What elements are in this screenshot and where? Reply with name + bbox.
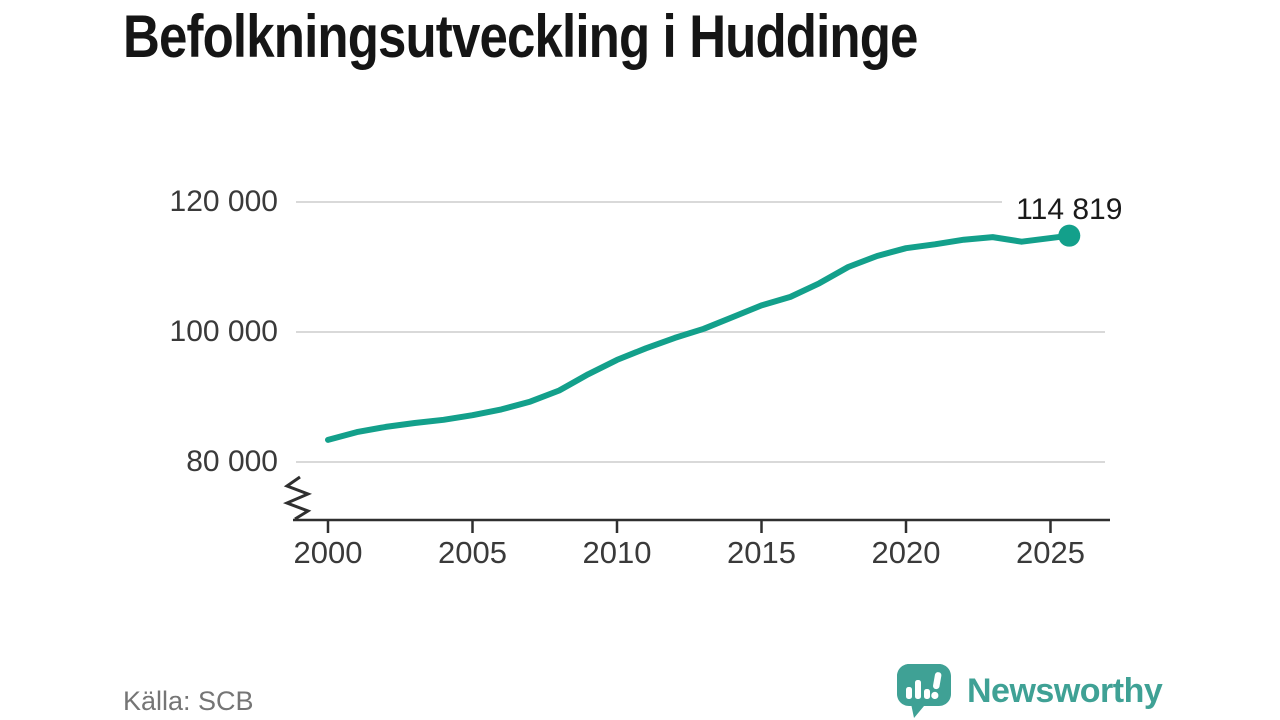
x-axis-tick-label: 2015 [727,535,796,570]
population-line [325,232,1073,443]
logo-bar-short [924,689,930,699]
x-axis-tick-label: 2010 [582,535,652,570]
logo-bar-tall [915,680,921,699]
y-axis-tick-label: 80 000 [186,445,278,478]
newsworthy-logo-icon [897,664,951,718]
logo-bar-small [906,687,912,699]
end-value-label: 114 819 [1016,192,1123,226]
logo-exclamation [931,672,942,700]
x-axis-tick-label: 2005 [438,535,507,570]
newsworthy-branding: Newsworthy [893,662,1163,720]
x-axis-tick-label: 2000 [293,535,363,570]
source-note: Källa: SCB [123,686,254,716]
x-axis-tick-label: 2025 [1016,535,1085,570]
axis-break-zigzag [283,475,312,521]
x-axis-tick-label: 2020 [871,535,941,570]
x-axis [293,518,1110,533]
y-axis-tick-label: 100 000 [169,315,278,348]
y-axis-tick-label: 120 000 [169,185,278,218]
end-point-dot [1058,224,1081,247]
chart-title: Befolkningsutveckling i Huddinge [123,3,918,70]
newsworthy-logo-text: Newsworthy [967,671,1163,710]
